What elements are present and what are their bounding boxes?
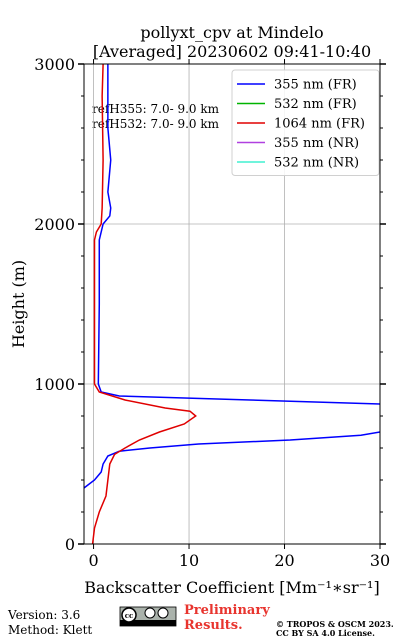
status: Results.: [184, 618, 243, 633]
legend-label: 355 nm (FR): [274, 78, 357, 93]
annotation: refH532: 7.0- 9.0 km: [92, 117, 220, 131]
method: Method: Klett: [8, 623, 92, 637]
legend-label: 532 nm (NR): [274, 156, 359, 171]
x-tick-label: 10: [179, 551, 199, 570]
cc-badge: cc: [119, 606, 177, 627]
legend-label: 355 nm (NR): [274, 136, 359, 151]
copyright: © TROPOS & OSCM 2023.: [276, 619, 394, 629]
plot-frame: [83, 63, 381, 545]
x-tick-label: 20: [274, 551, 294, 570]
legend-label: 532 nm (FR): [274, 97, 357, 112]
x-axis-label: Backscatter Coefficient [Mm⁻¹∗sr⁻¹]: [84, 578, 379, 597]
profile-line: [91, 64, 197, 544]
legend: 355 nm (FR) 532 nm (FR) 1064 nm (FR) 355 nm…: [231, 69, 380, 176]
legend-label: 1064 nm (FR): [274, 117, 365, 132]
x-tick-label: 0: [88, 551, 98, 570]
y-tick-label: 3000: [34, 55, 75, 74]
chart-subtitle: [Averaged] 20230602 09:41-10:40: [93, 42, 371, 61]
y-axis-label: Height (m): [9, 260, 28, 348]
svg-text:cc: cc: [125, 611, 134, 620]
license: CC BY SA 4.0 License.: [276, 628, 375, 638]
legend-box: [231, 69, 380, 176]
annotation: refH355: 7.0- 9.0 km: [92, 102, 220, 116]
chart-title: pollyxt_cpv at Mindelo: [140, 23, 323, 42]
status: Preliminary: [184, 603, 270, 618]
y-tick-label: 1000: [34, 375, 75, 394]
y-tick-label: 0: [65, 535, 75, 554]
x-tick-label: 30: [370, 551, 390, 570]
y-tick-label: 2000: [34, 215, 75, 234]
profile-line: [84, 64, 380, 489]
version: Version: 3.6: [7, 608, 80, 622]
